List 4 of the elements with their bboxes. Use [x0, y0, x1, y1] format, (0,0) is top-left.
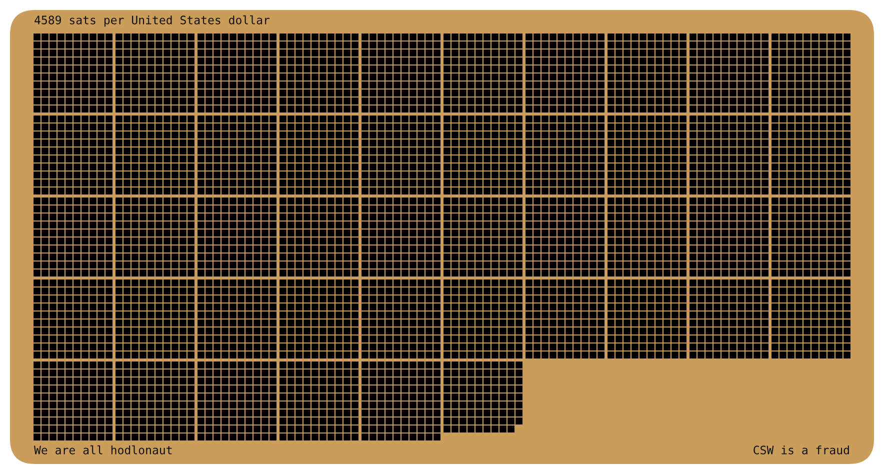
data-label: 4589: [34, 16, 61, 24]
text: CSW is a fraud: [754, 445, 849, 454]
text: sats per United States dollar: [70, 15, 270, 27]
text: We are all hodlonaut: [34, 445, 172, 454]
